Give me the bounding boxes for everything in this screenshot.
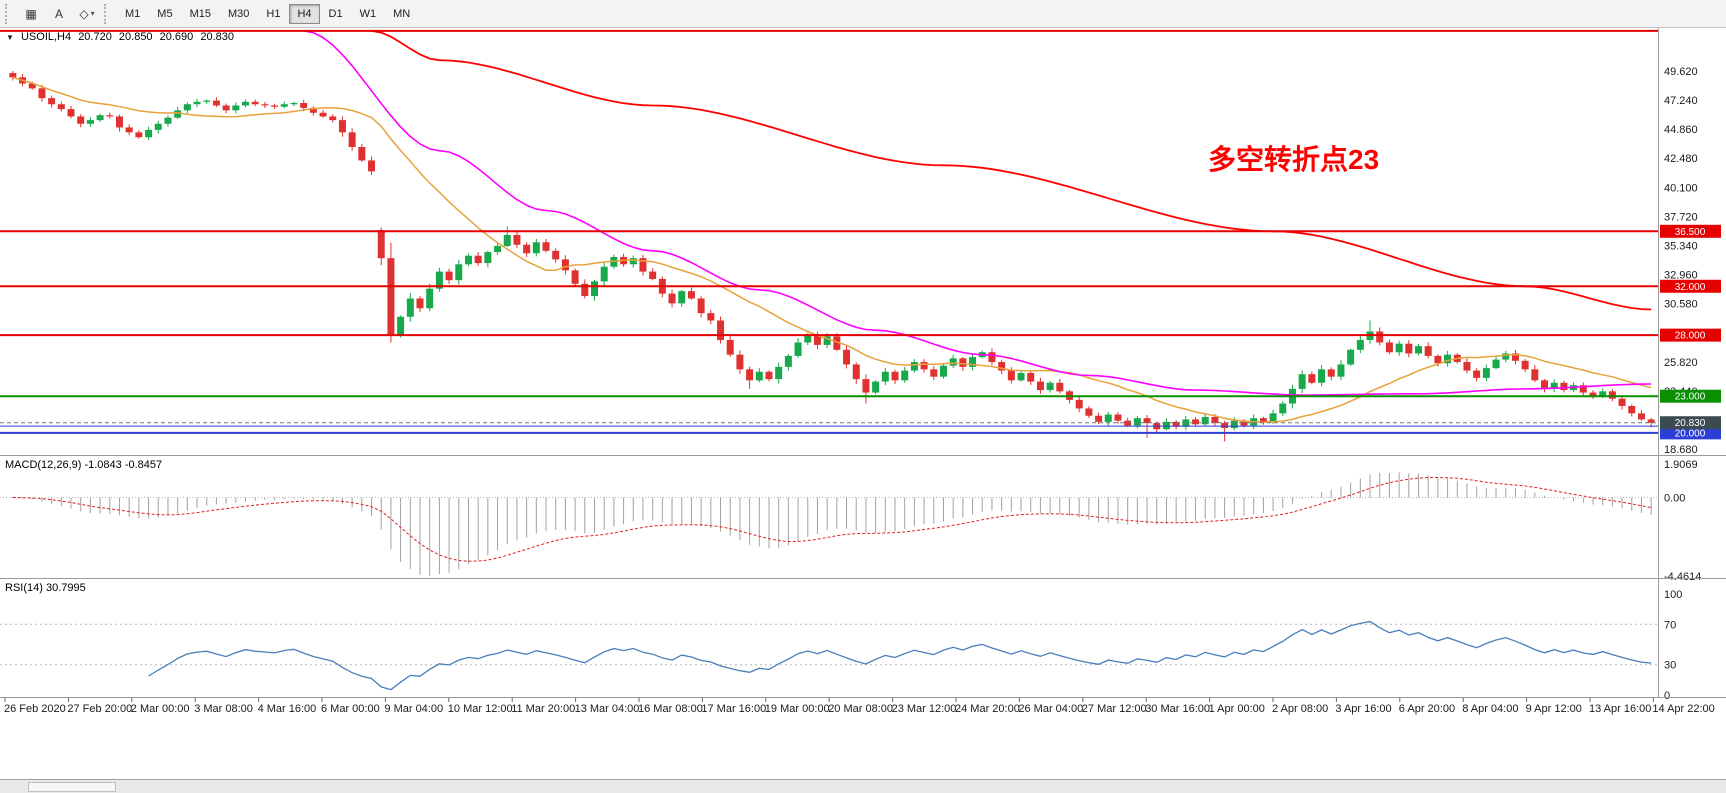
price-axis-label: 37.720 xyxy=(1664,211,1698,223)
timeframe-h4[interactable]: H4 xyxy=(289,3,320,24)
timeframe-m15[interactable]: M15 xyxy=(182,4,219,24)
text-annotation-glyph: A xyxy=(54,6,63,21)
price-axis-label: 47.240 xyxy=(1664,95,1698,107)
time-axis-label: 20 Mar 08:00 xyxy=(828,703,893,715)
price-badge xyxy=(1660,328,1721,342)
price-axis-label: 32.960 xyxy=(1664,270,1698,282)
price-axis-label: 25.820 xyxy=(1664,357,1698,369)
time-axis-label: 4 Mar 16:00 xyxy=(258,703,317,715)
price-axis-label: 35.340 xyxy=(1664,240,1698,252)
timeframe-h1[interactable]: H1 xyxy=(258,4,288,24)
price-badge xyxy=(1660,416,1721,430)
collapse-indicator-icon: ▼ xyxy=(6,32,14,42)
time-axis-label: 26 Mar 04:00 xyxy=(1018,703,1083,715)
status-bar xyxy=(0,779,1726,793)
macd-axis-label: -4.4614 xyxy=(1664,571,1701,583)
macd-axis-label: 0.00 xyxy=(1664,493,1685,505)
objects-icon: ◇ xyxy=(79,6,89,21)
time-axis-label: 27 Mar 12:00 xyxy=(1082,703,1147,715)
timeframe-toolbar: M1 M5 M15 M30 H1 H4 D1 W1 MN xyxy=(117,3,418,24)
rsi-axis-label: 0 xyxy=(1664,690,1670,702)
price-badge-label: 23.000 xyxy=(1675,392,1706,403)
price-badge-label: 28.000 xyxy=(1675,331,1706,342)
timeframe-d1[interactable]: D1 xyxy=(321,4,351,24)
macd-header: MACD(12,26,9) -1.0843 -0.8457 xyxy=(5,459,163,471)
timeframe-m30[interactable]: M30 xyxy=(220,4,257,24)
close-value: 20.830 xyxy=(200,31,234,43)
time-axis-label: 2 Mar 00:00 xyxy=(131,703,190,715)
time-axis-label: 3 Mar 08:00 xyxy=(194,703,253,715)
price-axis-label: 18.680 xyxy=(1664,444,1698,456)
time-axis-label: 24 Mar 20:00 xyxy=(955,703,1020,715)
price-badge-label: 20.000 xyxy=(1675,428,1706,439)
price-axis-label: 44.860 xyxy=(1664,124,1698,136)
time-axis-label: 13 Apr 16:00 xyxy=(1589,703,1651,715)
rsi-axis-label: 70 xyxy=(1664,619,1676,631)
time-axis-label: 11 Mar 20:00 xyxy=(511,703,575,715)
time-axis-label: 3 Apr 16:00 xyxy=(1335,703,1391,715)
price-badge xyxy=(1660,224,1721,238)
rsi-axis-label: 100 xyxy=(1664,589,1682,601)
symbol-label: USOIL,H4 xyxy=(20,31,72,43)
toolbar-separator xyxy=(104,3,110,24)
rsi-axis-label: 30 xyxy=(1664,660,1676,672)
chart-window: 49.620 47.240 44.860 42.480 40.100 37.720 35.3… xyxy=(0,28,1726,718)
toolbar: ▦ A ◇ ▾ M1 M5 M15 M30 H1 H4 D1 W1 MN xyxy=(0,0,1726,28)
timeframe-w1[interactable]: W1 xyxy=(352,4,385,24)
chevron-down-icon: ▾ xyxy=(90,8,95,18)
timeframe-m5[interactable]: M5 xyxy=(149,4,180,24)
time-axis-label: 6 Apr 20:00 xyxy=(1399,703,1455,715)
time-axis-label: 13 Mar 04:00 xyxy=(575,703,640,715)
time-axis-label: 23 Mar 12:00 xyxy=(892,703,957,715)
price-badge-label: 20.830 xyxy=(1675,418,1706,429)
price-badge xyxy=(1660,389,1721,403)
tile-windows-icon[interactable]: ▦ xyxy=(18,3,44,25)
time-axis-label: 14 Apr 22:00 xyxy=(1652,703,1714,715)
price-axis-label: 42.480 xyxy=(1664,153,1698,165)
price-badge xyxy=(1660,279,1721,293)
timeframe-mn[interactable]: MN xyxy=(385,4,418,24)
price-badge xyxy=(1660,426,1721,440)
price-axis-label: 40.100 xyxy=(1664,182,1698,194)
timeframe-m1[interactable]: M1 xyxy=(117,4,148,24)
macd-axis-label: 1.9069 xyxy=(1664,459,1698,471)
time-axis-label: 30 Mar 16:00 xyxy=(1145,703,1210,715)
time-axis-label: 6 Mar 00:00 xyxy=(321,703,380,715)
time-axis-label: 9 Apr 12:00 xyxy=(1526,703,1582,715)
price-axis-label: 49.620 xyxy=(1664,66,1698,78)
time-axis-label: 26 Feb 2020 xyxy=(4,703,66,715)
rsi-header: RSI(14) 30.7995 xyxy=(5,582,86,594)
time-axis-label: 2 Apr 08:00 xyxy=(1272,703,1328,715)
open-value: 20.720 xyxy=(78,31,112,43)
time-axis-label: 27 Feb 20:00 xyxy=(67,703,132,715)
high-value: 20.850 xyxy=(118,31,153,43)
time-axis-label: 9 Mar 04:00 xyxy=(384,703,443,715)
ohlc-readout: ▼ USOIL,H4 20.720 20.850 20.690 20.830 xyxy=(6,31,238,43)
objects-dropdown-button[interactable]: ◇ ▾ xyxy=(74,3,100,25)
price-axis-label: 30.580 xyxy=(1664,299,1698,311)
time-axis-label: 19 Mar 00:00 xyxy=(765,703,830,715)
toolbar-grip[interactable] xyxy=(5,3,11,24)
chart-canvas[interactable]: 49.620 47.240 44.860 42.480 40.100 37.720 35.3… xyxy=(0,28,1726,718)
tile-windows-glyph: ▦ xyxy=(25,6,37,21)
price-badge-label: 32.000 xyxy=(1675,282,1706,293)
status-segment xyxy=(28,782,116,792)
price-panel xyxy=(9,30,1655,442)
time-axis-label: 1 Apr 00:00 xyxy=(1209,703,1265,715)
time-axis-label: 8 Apr 04:00 xyxy=(1462,703,1518,715)
time-axis-label: 17 Mar 16:00 xyxy=(701,703,766,715)
text-annotation-button[interactable]: A xyxy=(46,3,72,25)
time-axis-label: 16 Mar 08:00 xyxy=(638,703,703,715)
price-badge-label: 36.500 xyxy=(1675,227,1706,238)
time-axis-label: 10 Mar 12:00 xyxy=(448,703,513,715)
low-value: 20.690 xyxy=(159,31,194,43)
trend-annotation[interactable]: 多空转折点23 xyxy=(1208,144,1380,175)
